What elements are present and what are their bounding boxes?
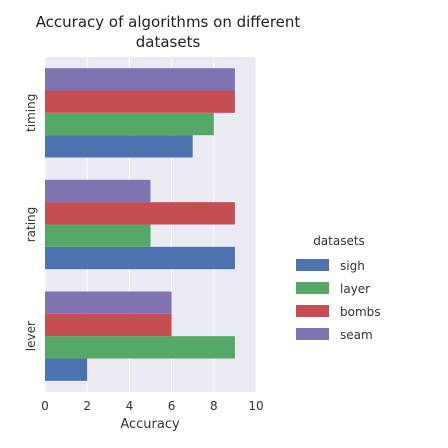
legend-label-layer: layer bbox=[340, 282, 370, 296]
legend-label-seam: seam bbox=[340, 328, 373, 342]
bar-timing-bombs bbox=[45, 90, 235, 113]
bar-timing-layer bbox=[45, 112, 214, 136]
bar-lever-sigh bbox=[45, 358, 88, 381]
x-tick-label: 8 bbox=[210, 399, 218, 413]
legend: sigh layer bombs seam bbox=[296, 259, 381, 342]
legend-swatch-bombs bbox=[296, 305, 329, 317]
legend-swatch-seam bbox=[296, 328, 329, 340]
x-tick-label: 2 bbox=[83, 399, 91, 413]
y-tick-labels: lever rating timing bbox=[24, 94, 38, 352]
legend-swatch-sigh bbox=[296, 259, 329, 271]
bar-rating-layer bbox=[45, 224, 151, 247]
legend-label-sigh: sigh bbox=[340, 259, 365, 273]
x-tick-label: 6 bbox=[168, 399, 176, 413]
chart-title-line-2: datasets bbox=[136, 33, 201, 51]
x-tick-labels: 0 2 4 6 8 10 bbox=[41, 399, 263, 413]
legend-label-bombs: bombs bbox=[340, 305, 381, 319]
x-tick-label: 10 bbox=[248, 399, 263, 413]
bar-rating-sigh bbox=[45, 246, 235, 270]
legend-swatch-layer bbox=[296, 282, 329, 294]
bar-lever-seam bbox=[45, 291, 172, 314]
bar-lever-bombs bbox=[45, 313, 172, 337]
bar-timing-sigh bbox=[45, 135, 193, 158]
y-tick-label: rating bbox=[24, 207, 38, 243]
bar-rating-seam bbox=[45, 179, 151, 203]
chart-title-line-1: Accuracy of algorithms on different bbox=[36, 13, 301, 31]
bar-timing-seam bbox=[45, 68, 235, 91]
x-tick-label: 4 bbox=[126, 399, 134, 413]
bar-lever-layer bbox=[45, 336, 235, 359]
y-tick-label: timing bbox=[24, 94, 38, 132]
bars bbox=[45, 68, 235, 381]
y-tick-label: lever bbox=[24, 321, 38, 351]
x-axis-label: Accuracy bbox=[120, 417, 180, 432]
legend-title: datasets bbox=[313, 234, 365, 248]
x-tick-label: 0 bbox=[41, 399, 49, 413]
bar-rating-bombs bbox=[45, 202, 235, 225]
